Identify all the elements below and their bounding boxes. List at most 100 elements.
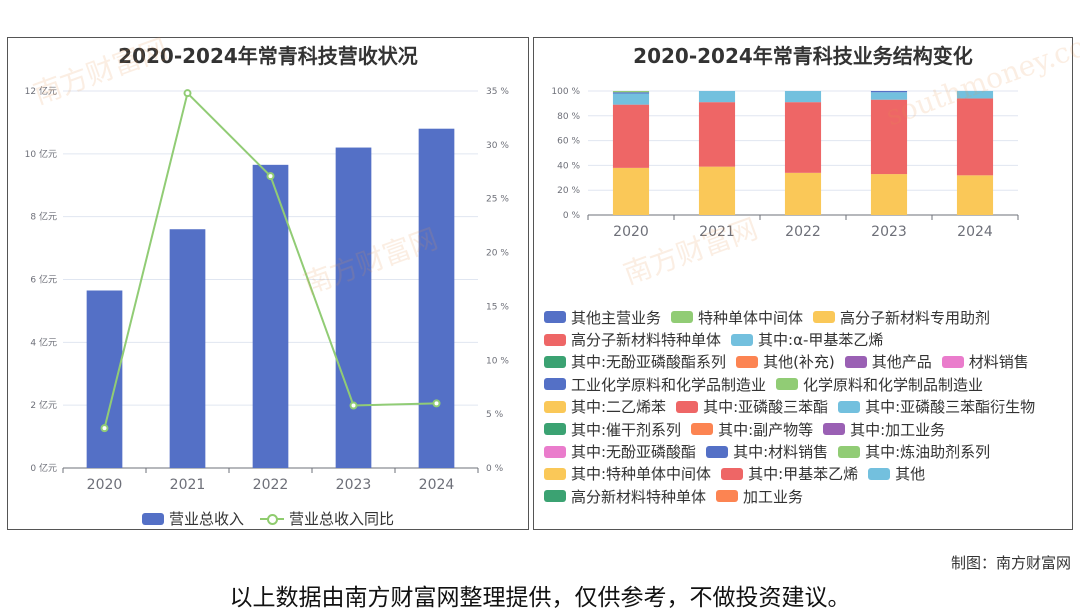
bar-revenue xyxy=(335,147,372,469)
x-tick-label: 2020 xyxy=(613,224,649,240)
legend-swatch xyxy=(823,423,846,436)
legend-item[interactable]: 其中:炼油助剂系列 xyxy=(838,441,990,462)
legend-item[interactable]: 其中:亚磷酸三苯酯衍生物 xyxy=(838,396,1035,417)
legend-item[interactable]: 高分子新材料特种单体 xyxy=(544,329,721,350)
legend-item[interactable]: 其中:二乙烯苯 xyxy=(544,396,666,417)
legend-label: 其他(补充) xyxy=(763,353,835,372)
bar-revenue xyxy=(252,164,289,468)
legend-swatch xyxy=(544,490,566,503)
legend-row: 其中:二乙烯苯 其中:亚磷酸三苯酯 其中:亚磷酸三苯酯衍生物 xyxy=(544,396,1072,418)
legend-item[interactable]: 其他(补充) xyxy=(736,351,835,372)
stacked-bar-segment xyxy=(612,91,650,93)
legend-label: 其中:催干剂系列 xyxy=(571,420,682,439)
stacked-bar-segment xyxy=(612,104,650,168)
revenue-chart-panel: 2020-2024年常青科技营收状况 0 亿元 2 亿元 4 亿元 6 亿元 8 亿元 1… xyxy=(7,37,529,530)
legend-item[interactable]: 特种单体中间体 xyxy=(671,307,803,328)
y-tick-label: 20 % xyxy=(557,186,580,196)
stacked-bar-segment xyxy=(870,174,908,215)
stacked-bar-segment xyxy=(612,92,650,94)
stacked-bar-segment xyxy=(784,102,822,173)
point-yoy xyxy=(349,401,358,410)
legend-swatch xyxy=(716,490,739,503)
legend-item[interactable]: 其中:材料销售 xyxy=(706,441,828,462)
legend-swatch xyxy=(731,333,754,346)
legend-item-revenue[interactable]: 营业总收入 xyxy=(141,508,244,529)
legend-label: 工业化学原料和化学品制造业 xyxy=(571,375,767,394)
legend-row: 高分子新材料特种单体 其中:α-甲基苯乙烯 xyxy=(544,328,1072,350)
revenue-chart-legend: 营业总收入 营业总收入同比 xyxy=(8,508,528,529)
legend-label: 高分子新材料专用助剂 xyxy=(840,308,991,327)
x-tick-label: 2022 xyxy=(785,224,821,240)
revenue-chart-title: 2020-2024年常青科技营收状况 xyxy=(118,44,418,68)
legend-swatch xyxy=(691,423,714,436)
bar-revenue xyxy=(418,128,455,468)
legend-swatch xyxy=(776,378,799,391)
stacked-bar-segment xyxy=(698,166,736,215)
y-tick-label: 80 % xyxy=(557,112,580,122)
y-right-tick-label: 25 % xyxy=(486,195,509,205)
legend-item[interactable]: 化学原料和化学制品制造业 xyxy=(776,374,983,395)
legend-swatch xyxy=(721,467,744,480)
legend-label: 高分子新材料特种单体 xyxy=(571,331,722,350)
legend-item[interactable]: 其中:加工业务 xyxy=(823,419,945,440)
y-right-tick-label: 10 % xyxy=(486,356,509,366)
x-tick-label: 2021 xyxy=(699,224,735,240)
y-left-tick-label: 12 亿元 xyxy=(25,85,57,97)
legend-item[interactable]: 其他主营业务 xyxy=(544,307,661,328)
legend-item[interactable]: 其中:无酚亚磷酸酯系列 xyxy=(544,351,726,372)
legend-swatch xyxy=(671,311,694,324)
legend-swatch xyxy=(544,311,566,324)
x-tick-label: 2023 xyxy=(871,224,907,240)
legend-swatch xyxy=(544,378,566,391)
legend-label: 化学原料和化学制品制造业 xyxy=(803,375,984,394)
disclaimer-text: 以上数据由南方财富网整理提供，仅供参考，不做投资建议。 xyxy=(229,585,851,611)
legend-item[interactable]: 其中:α-甲基苯乙烯 xyxy=(731,329,883,350)
stacked-bar-segment xyxy=(956,98,994,176)
legend-item[interactable]: 其中:特种单体中间体 xyxy=(544,463,711,484)
legend-swatch xyxy=(844,355,867,368)
legend-label: 材料销售 xyxy=(968,353,1029,372)
legend-item[interactable]: 工业化学原料和化学品制造业 xyxy=(544,374,766,395)
chart-credit: 制图：南方财富网 xyxy=(950,554,1071,572)
legend-item[interactable]: 材料销售 xyxy=(941,351,1029,372)
legend-row: 其中:无酚亚磷酸酯系列 其他(补充) 其他产品 材料销售 xyxy=(544,351,1072,373)
y-right-tick-label: 30 % xyxy=(486,141,509,151)
legend-item[interactable]: 其中:无酚亚磷酸酯 xyxy=(544,441,696,462)
legend-row: 其中:无酚亚磷酸酯 其中:材料销售 其中:炼油助剂系列 xyxy=(544,440,1072,462)
legend-label-yoy: 营业总收入同比 xyxy=(289,510,395,528)
legend-item[interactable]: 其中:亚磷酸三苯酯 xyxy=(676,396,828,417)
stacked-bar-segment xyxy=(784,172,822,215)
legend-label: 其中:特种单体中间体 xyxy=(571,465,712,484)
y-left-tick-label: 10 亿元 xyxy=(25,148,57,160)
legend-item[interactable]: 其中:副产物等 xyxy=(691,419,813,440)
legend-swatch xyxy=(676,400,699,413)
legend-swatch xyxy=(706,445,729,458)
legend-label: 加工业务 xyxy=(743,487,804,506)
legend-label: 其中:亚磷酸三苯酯 xyxy=(703,398,829,417)
legend-item[interactable]: 加工业务 xyxy=(716,486,803,507)
legend-swatch xyxy=(736,355,759,368)
y-right-tick-label: 15 % xyxy=(486,302,509,312)
legend-item-yoy[interactable]: 营业总收入同比 xyxy=(260,508,394,529)
stacked-bar-segment xyxy=(870,99,908,175)
legend-swatch xyxy=(544,333,566,346)
x-tick-label: 2024 xyxy=(419,477,455,493)
legend-item[interactable]: 其他 xyxy=(868,463,925,484)
legend-swatch xyxy=(544,467,566,480)
legend-item[interactable]: 其中:催干剂系列 xyxy=(544,419,681,440)
legend-item[interactable]: 其中:甲基苯乙烯 xyxy=(721,463,858,484)
x-tick-label: 2021 xyxy=(170,477,206,493)
legend-item[interactable]: 高分子新材料专用助剂 xyxy=(813,307,990,328)
legend-label: 其他产品 xyxy=(871,353,932,372)
legend-swatch xyxy=(838,445,861,458)
legend-row: 其他主营业务 特种单体中间体 高分子新材料专用助剂 xyxy=(544,306,1072,328)
legend-label: 高分新材料特种单体 xyxy=(571,487,707,506)
legend-item[interactable]: 其他产品 xyxy=(844,351,932,372)
legend-swatch xyxy=(868,467,891,480)
structure-chart-legend: 其他主营业务 特种单体中间体 高分子新材料专用助剂 高分子新材料特种单体 其中:α-甲基… xyxy=(544,306,1072,508)
stacked-bar-segment xyxy=(956,175,994,215)
legend-item[interactable]: 高分新材料特种单体 xyxy=(544,486,706,507)
structure-chart-title: 2020-2024年常青科技业务结构变化 xyxy=(633,44,973,68)
y-left-tick-label: 4 亿元 xyxy=(30,336,57,348)
legend-label: 其他主营业务 xyxy=(571,308,662,327)
